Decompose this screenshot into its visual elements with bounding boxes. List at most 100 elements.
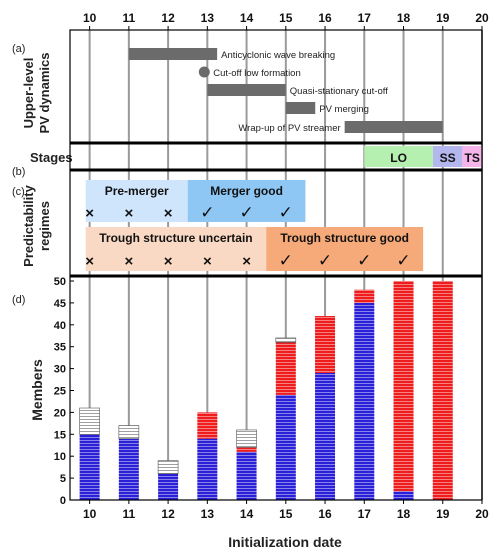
top-tick-label-15: 15 [279,11,293,25]
event-bar-0 [128,48,218,60]
members-bars [79,281,453,500]
stage-box-1 [432,146,463,167]
regime-label-0: Pre-merger [105,184,169,198]
bar-17-s1 [354,289,375,303]
regime-mark-row1-3: × [203,253,212,270]
panel-c-ylabel-line1: Predictability [21,184,36,266]
bar-15-s1 [275,342,296,395]
regime-mark-row1-2: × [164,253,173,270]
bar-10-s2 [79,407,100,435]
regime-mark-row0-3: ✓ [200,203,214,222]
regime-mark-row1-5: ✓ [279,251,293,270]
regime-mark-row0-1: × [124,205,133,222]
pv-dynamics-events: Anticyclonic wave breaking Cut-off low fo… [128,48,443,134]
top-tick-label-10: 10 [83,11,97,25]
event-bar-2 [207,84,286,96]
regime-box-3 [266,227,424,271]
bar-15-s2 [275,337,297,343]
xtick-label-14: 14 [240,507,254,521]
regime-mark-row1-8: ✓ [396,251,410,270]
event-label-3: PV merging [319,104,369,115]
ytick-label-45: 45 [54,298,66,310]
xtick-label-10: 10 [83,507,97,521]
stage-label-2: TS [465,151,480,165]
panel-d-letter: (d) [12,294,25,306]
xtick-label-17: 17 [358,507,372,521]
top-tick-label-12: 12 [161,11,175,25]
stage-label-0: LO [390,151,407,165]
bar-11-s0 [118,438,139,500]
ytick-label-5: 5 [60,473,66,485]
regime-label-1: Merger good [210,184,283,198]
bar-17-s0 [354,302,375,500]
bar-11-s2 [118,425,140,439]
bar-16-s1 [315,316,336,373]
stage-box-2 [462,146,482,167]
xtick-label-15: 15 [279,507,293,521]
regime-box-1 [187,180,306,222]
top-tick-label-17: 17 [358,11,372,25]
ytick-label-10: 10 [54,451,66,463]
panel-c-letter: (c) [12,186,25,198]
panel-a-ylabel-line2: PV dynamics [37,53,52,134]
event-bar-4 [344,121,443,133]
ytick-label-25: 25 [54,386,66,398]
xtick-label-19: 19 [436,507,450,521]
ytick-label-40: 40 [54,320,66,332]
top-tick-label-11: 11 [123,11,136,25]
event-label-4: Wrap-up of PV streamer [238,123,340,134]
xtick-label-12: 12 [161,507,175,521]
event-dot-1 [198,66,210,78]
stage-box-0 [364,146,433,167]
bar-10-s0 [79,434,100,500]
bar-19-s1 [432,281,453,500]
regime-label-2: Trough structure uncertain [99,231,252,245]
members-axis-label: Members [29,359,45,421]
xtick-label-11: 11 [123,507,136,521]
stage-label-1: SS [440,151,456,165]
top-tick-label-19: 19 [436,11,450,25]
bar-18-s1 [393,281,414,492]
event-bar-3 [285,102,316,114]
regime-box-2 [85,227,267,271]
bar-18-s0 [393,491,414,500]
ytick-label-15: 15 [54,429,66,441]
regime-mark-row1-0: × [85,253,94,270]
top-tick-label-14: 14 [240,11,254,25]
regime-mark-row1-1: × [124,253,133,270]
event-label-1: Cut-off low formation [213,68,300,79]
top-tick-label-16: 16 [318,11,332,25]
regime-mark-row0-2: × [164,205,173,222]
stages-row: LO SS TS [364,146,482,167]
regime-mark-row1-6: ✓ [318,251,332,270]
bar-16-s0 [315,372,336,500]
bar-14-s1 [236,447,257,452]
event-label-2: Quasi-stationary cut-off [290,86,388,97]
xtick-label-20: 20 [475,507,489,521]
xtick-label-18: 18 [397,507,411,521]
bar-13-s1 [197,412,218,439]
top-tick-label-18: 18 [397,11,411,25]
event-label-0: Anticyclonic wave breaking [221,50,335,61]
bar-14-s2 [236,429,257,448]
regime-mark-row0-5: ✓ [279,203,293,222]
bar-12-s0 [158,473,179,500]
xtick-label-13: 13 [201,507,215,521]
bar-12-s2 [157,460,179,475]
bar-14-s0 [236,451,257,500]
ytick-label-0: 0 [60,495,66,507]
regime-mark-row0-0: × [85,205,94,222]
panel-a-letter: (a) [12,43,25,55]
top-tick-label-13: 13 [201,11,215,25]
regime-box-0 [85,180,188,222]
regime-label-3: Trough structure good [280,231,409,245]
stages-label: Stages [30,150,73,165]
top-tick-label-20: 20 [475,11,489,25]
ytick-label-30: 30 [54,364,66,376]
panel-a-ylabel-line1: Upper-level [21,58,36,129]
predictability-regimes: Pre-merger Merger good Trough structure un… [85,180,424,271]
panel-c-ylabel-line2: regimes [37,201,52,251]
regime-mark-row1-7: ✓ [357,251,371,270]
date-x-axis: 10 11 12 13 14 15 16 17 18 19 20 [83,500,489,521]
